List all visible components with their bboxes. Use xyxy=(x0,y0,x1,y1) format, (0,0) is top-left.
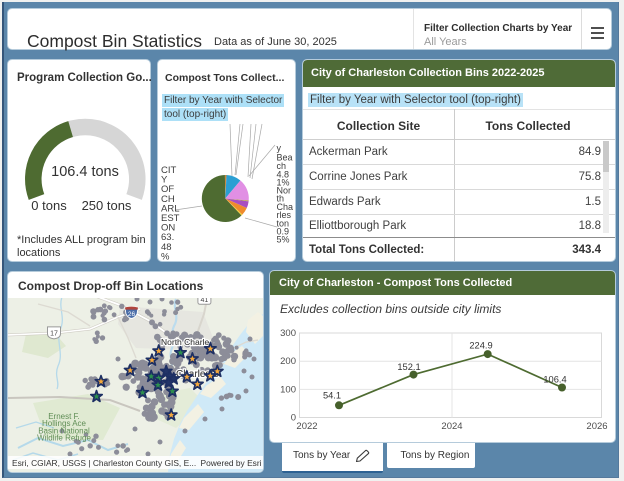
svg-text:4.8: 4.8 xyxy=(277,169,290,179)
svg-text:17: 17 xyxy=(50,331,58,338)
svg-text:ton: ton xyxy=(277,218,290,228)
svg-text:Ernest F.: Ernest F. xyxy=(48,412,80,421)
svg-text:th: th xyxy=(277,193,285,203)
svg-text:ON: ON xyxy=(161,222,175,233)
svg-text:106.4 tons: 106.4 tons xyxy=(51,164,119,180)
svg-text:y: y xyxy=(277,143,282,153)
svg-text:CIT: CIT xyxy=(161,165,177,176)
svg-text:Cha: Cha xyxy=(277,201,294,211)
svg-text:ARL: ARL xyxy=(161,203,179,214)
svg-text:0: 0 xyxy=(291,413,296,424)
svg-text:Hollings Ace: Hollings Ace xyxy=(42,419,87,428)
svg-text:2026: 2026 xyxy=(586,421,607,432)
svg-text:0 tons: 0 tons xyxy=(31,198,67,213)
svg-text:Nor: Nor xyxy=(277,185,292,195)
svg-text:1%: 1% xyxy=(277,177,290,187)
svg-text:Basin National: Basin National xyxy=(38,426,90,435)
svg-text:0.9: 0.9 xyxy=(277,226,290,236)
svg-text:Y: Y xyxy=(161,174,168,185)
svg-text:Bea: Bea xyxy=(277,152,293,162)
svg-text:CH: CH xyxy=(161,193,175,204)
svg-text:5%: 5% xyxy=(277,234,290,244)
svg-text:Wildlife Refuge: Wildlife Refuge xyxy=(37,434,91,443)
svg-text:2022: 2022 xyxy=(296,421,317,432)
svg-text:100: 100 xyxy=(280,384,296,395)
svg-text:Charlesto: Charlesto xyxy=(176,369,219,380)
svg-text:106.4: 106.4 xyxy=(543,375,566,385)
svg-text:North Charle: North Charle xyxy=(161,337,209,347)
svg-text:200: 200 xyxy=(280,356,296,367)
svg-text:North Charle: North Charle xyxy=(161,337,209,347)
svg-text:48: 48 xyxy=(161,241,172,252)
svg-text:%: % xyxy=(161,251,170,260)
svg-text:2024: 2024 xyxy=(441,421,462,432)
svg-text:rles: rles xyxy=(277,210,292,220)
svg-text:300: 300 xyxy=(280,328,296,339)
svg-text:224.9: 224.9 xyxy=(469,341,492,351)
svg-text:63.: 63. xyxy=(161,232,174,243)
svg-text:152.1: 152.1 xyxy=(397,362,420,372)
svg-text:250 tons: 250 tons xyxy=(82,198,132,213)
svg-text:ch: ch xyxy=(277,161,287,171)
svg-text:54.1: 54.1 xyxy=(323,391,341,401)
svg-text:41: 41 xyxy=(201,298,209,304)
svg-text:EST: EST xyxy=(161,213,180,224)
svg-text:OF: OF xyxy=(161,184,174,195)
svg-text:26: 26 xyxy=(128,311,136,318)
